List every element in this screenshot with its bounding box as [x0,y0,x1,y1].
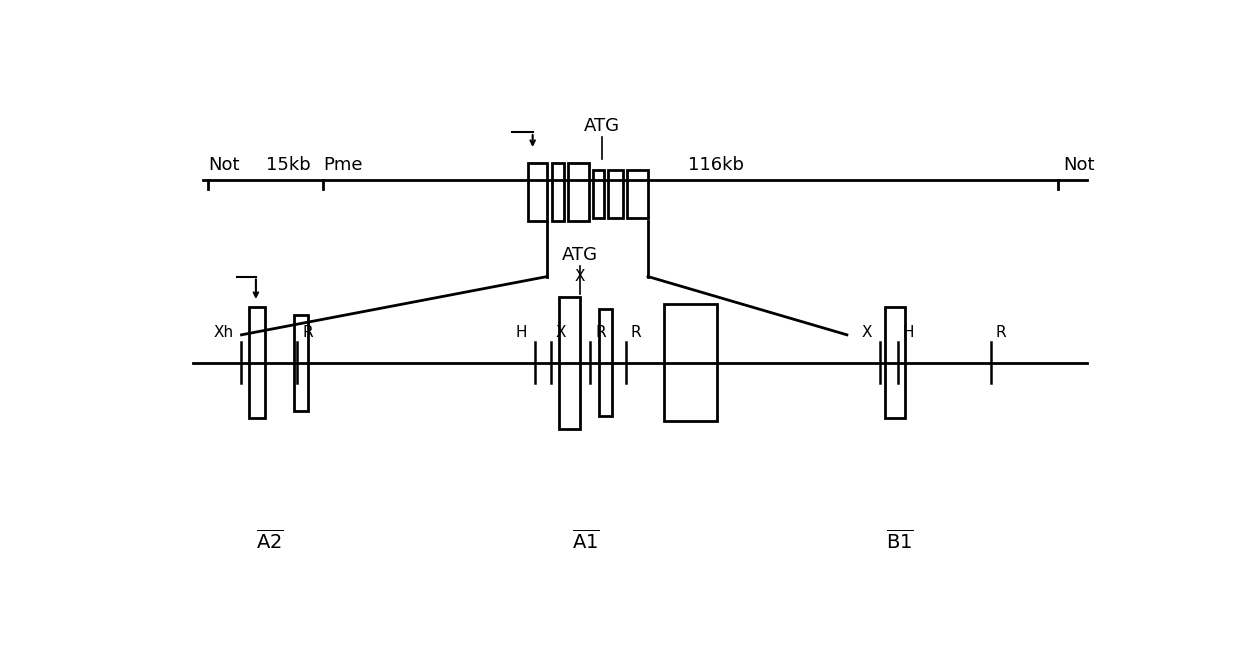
Bar [665,305,717,421]
Text: 15kb: 15kb [265,156,310,174]
Text: X: X [556,325,567,340]
Bar [608,170,622,218]
Bar [568,163,589,221]
Text: H: H [903,325,914,340]
Text: Xh: Xh [213,325,234,340]
Bar [627,170,649,218]
Bar [249,307,264,418]
Text: R: R [303,325,312,340]
Bar [528,163,547,221]
Text: 116kb: 116kb [688,156,744,174]
Text: Not: Not [1063,156,1095,174]
Text: ATG: ATG [562,246,598,264]
Text: Pme: Pme [324,156,362,174]
Text: R: R [631,325,641,340]
Bar [599,309,613,416]
Text: H: H [516,325,527,340]
Bar [294,315,308,411]
Text: R: R [595,325,606,340]
Text: X: X [862,325,872,340]
Text: R: R [996,325,1007,340]
Bar [558,297,580,428]
Text: $\overline{\mathrm{B1}}$: $\overline{\mathrm{B1}}$ [885,529,914,553]
Text: $\overline{\mathrm{A1}}$: $\overline{\mathrm{A1}}$ [572,529,599,553]
Text: ATG: ATG [584,116,620,135]
Text: X: X [574,269,585,284]
Text: Not: Not [208,156,239,174]
Bar [552,163,564,221]
Text: $\overline{\mathrm{A2}}$: $\overline{\mathrm{A2}}$ [257,529,284,553]
Bar [885,307,905,418]
Bar [593,170,604,218]
